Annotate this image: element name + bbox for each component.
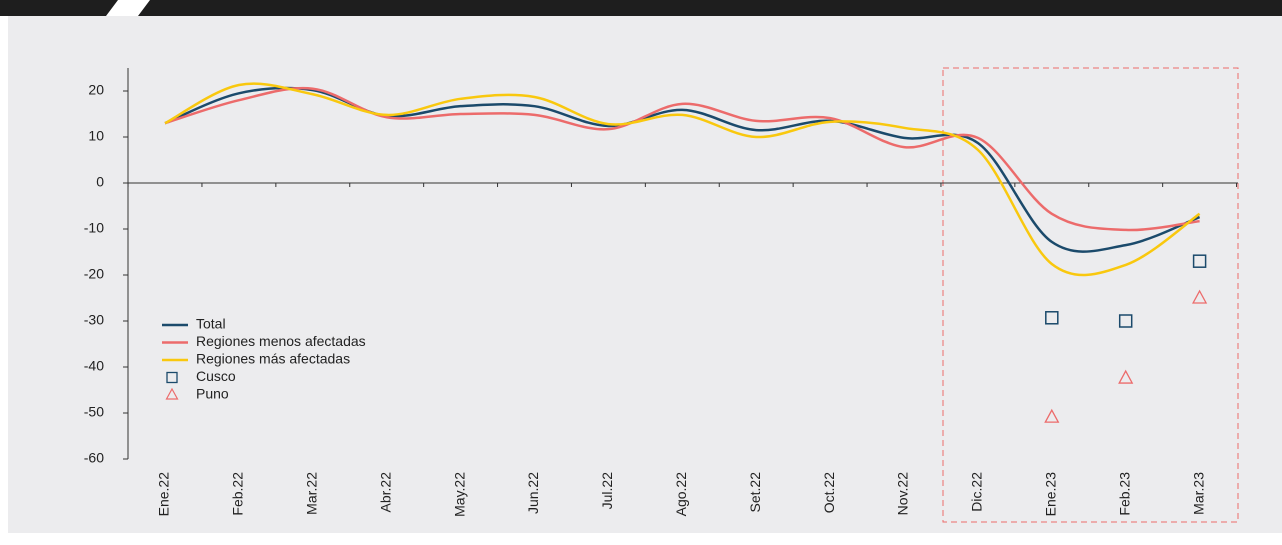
legend-swatch xyxy=(165,387,179,400)
panel xyxy=(8,16,1282,533)
marker-square xyxy=(1045,311,1059,325)
x-tick-label: Mar.22 xyxy=(304,472,320,515)
x-tick-label: Feb.23 xyxy=(1116,472,1132,516)
legend-label: Cusco xyxy=(196,368,236,384)
y-tick-label: -20 xyxy=(84,266,104,282)
x-tick-label: Ago.22 xyxy=(673,472,689,517)
highlight-box xyxy=(942,67,1239,523)
x-tick-label: Mar.23 xyxy=(1190,472,1206,515)
top-bar xyxy=(0,0,1282,16)
legend-swatch xyxy=(166,371,178,384)
y-tick-label: -50 xyxy=(84,404,104,420)
x-tick-label: Nov.22 xyxy=(895,472,911,516)
marker-triangle xyxy=(1044,408,1060,423)
x-tick-label: May.22 xyxy=(451,472,467,517)
x-tick-label: Jun.22 xyxy=(525,472,541,514)
y-tick-label: -60 xyxy=(84,450,104,466)
legend-label: Total xyxy=(196,316,226,332)
y-tick-label: 0 xyxy=(96,174,104,190)
x-tick-label: Ene.23 xyxy=(1043,472,1059,517)
y-tick-label: -10 xyxy=(84,220,104,236)
legend-label: Puno xyxy=(196,386,229,402)
y-tick-label: 10 xyxy=(88,128,104,144)
marker-square xyxy=(1192,254,1207,268)
series-line xyxy=(164,86,1200,232)
y-tick-label: 20 xyxy=(88,82,104,98)
x-tick-label: Feb.22 xyxy=(230,472,246,516)
x-tick-label: Jul.22 xyxy=(599,472,615,510)
legend-label: Regiones menos afectadas xyxy=(196,333,366,349)
x-tick-label: Oct.22 xyxy=(821,472,837,513)
top-bar-notch xyxy=(106,0,150,16)
marker-square xyxy=(1118,314,1133,328)
x-tick-label: Ene.22 xyxy=(156,472,172,517)
marker-triangle xyxy=(1192,289,1208,304)
y-tick-label: -40 xyxy=(84,358,104,374)
y-tick-label: -30 xyxy=(84,312,104,328)
marker-triangle xyxy=(1118,369,1134,384)
x-tick-label: Set.22 xyxy=(747,472,763,513)
x-tick-label: Dic.22 xyxy=(969,472,985,512)
x-tick-label: Abr.22 xyxy=(377,472,393,513)
series-line xyxy=(164,82,1201,277)
legend-label: Regiones más afectadas xyxy=(196,351,350,367)
